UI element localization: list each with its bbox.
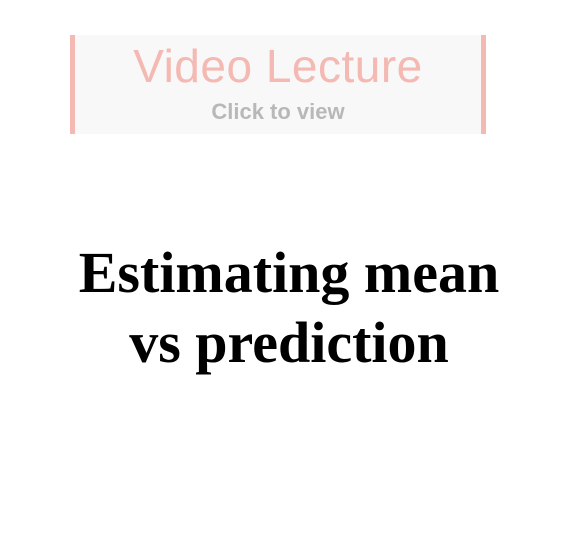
slide-title-line-2: vs prediction [0,308,578,378]
video-lecture-link[interactable]: Video Lecture Click to view [70,35,486,134]
video-lecture-title: Video Lecture [70,39,486,93]
slide-title-line-1: Estimating mean [0,238,578,308]
banner-right-border [481,35,486,134]
click-to-view-label: Click to view [70,99,486,125]
slide-title: Estimating mean vs prediction [0,238,578,378]
